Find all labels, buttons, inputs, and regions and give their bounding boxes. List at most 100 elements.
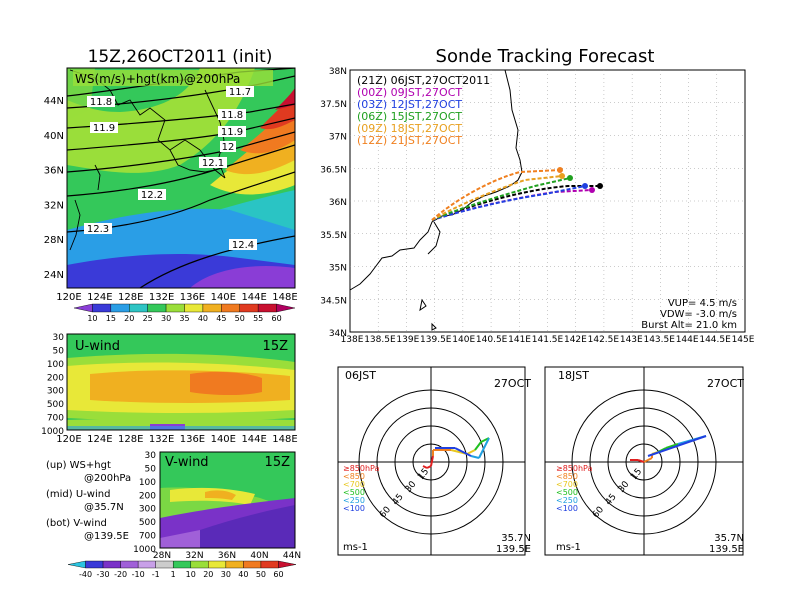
colorbar-swatch	[173, 560, 191, 569]
colorbar-label: 60	[273, 570, 283, 579]
colorbar-swatch	[276, 303, 296, 313]
x-tick-label: 120E	[56, 292, 81, 303]
contour-label-bg	[218, 126, 246, 137]
x-tick-label: 132E	[149, 434, 174, 445]
y-tick-label: 34N	[329, 329, 347, 339]
y-tick-label: 28N	[44, 235, 64, 246]
y-tick-label: 37N	[329, 133, 347, 143]
top-left-map-frame	[66, 67, 296, 289]
x-tick-label: 142.5E	[588, 335, 620, 345]
x-tick-label: 128E	[118, 292, 143, 303]
hodograph-trace	[665, 443, 679, 449]
y-tick-label: 36N	[44, 166, 64, 177]
colorbar-label: 30	[221, 570, 231, 579]
y-tick-label: 36N	[329, 198, 347, 208]
y-tick-label: 100	[139, 478, 156, 488]
x-tick-label: 28N	[153, 551, 171, 561]
contour-label-bg	[90, 122, 118, 133]
colorbar-swatch	[257, 303, 277, 313]
tracking-title: Sonde Tracking Forecast	[436, 46, 655, 67]
contour-label-bg	[229, 239, 257, 250]
hodograph-trace	[454, 447, 472, 457]
colorbar-swatch	[92, 303, 112, 313]
colorbar-label: 15	[106, 314, 116, 323]
hodograph-trace	[430, 455, 434, 467]
legend-note-line2: @139.5E	[84, 531, 129, 542]
colorbar-swatch	[147, 303, 167, 313]
sonde-burst-point	[557, 167, 563, 173]
sonde-track	[431, 175, 563, 221]
y-tick-label: 30	[145, 451, 157, 461]
colorbar-swatch	[260, 560, 279, 569]
level-legend-item: <100	[556, 504, 578, 513]
colorbar-label: 20	[203, 570, 213, 579]
x-tick-label: 144E	[676, 335, 699, 345]
y-tick-label: 200	[139, 491, 156, 501]
y-tick-label: 100	[47, 360, 64, 370]
colorbar-swatch	[225, 560, 244, 569]
colorbar-label: 40	[238, 570, 248, 579]
u-wind-x-ticks: 120E 124E 128E 132E 136E 140E 144E 148E	[56, 434, 297, 445]
y-tick-label: 24N	[44, 270, 64, 281]
legend-note-line2: @35.7N	[84, 502, 124, 513]
level-legend-item: ≥850hPa	[343, 464, 380, 473]
x-tick-label: 144.5E	[699, 335, 731, 345]
legend-note-line1: (up) WS+hgt	[46, 460, 111, 471]
colorbar-swatch	[239, 303, 259, 313]
y-tick-label: 300	[139, 505, 156, 515]
contour-label-bg	[199, 157, 227, 168]
y-tick-label: 35N	[329, 264, 347, 274]
level-legend-item: <850	[556, 472, 578, 481]
colorbar-swatch	[184, 303, 204, 313]
colorbar-label: 10	[87, 314, 97, 323]
v-wind-field	[160, 452, 295, 548]
sonde-burst-point	[589, 187, 595, 193]
x-tick-label: 148E	[272, 434, 297, 445]
bottom-colorbar: -40 -30 -20 -10 -1 1 10 20 30 40 50 60	[67, 560, 297, 579]
tracking-x-ticks: 138E 138.5E 139E 139.5E 140E 140.5E 141E 141.5E…	[341, 335, 755, 345]
contour-label: 11.9	[93, 123, 115, 134]
x-tick-label: 148E	[272, 292, 297, 303]
y-tick-label: 300	[47, 387, 64, 397]
track-legend-item: (12Z) 21JST,27OCT	[357, 134, 462, 147]
x-tick-label: 142E	[564, 335, 587, 345]
u-wind-label: U-wind	[75, 339, 120, 354]
y-tick-label: 37.5N	[320, 100, 347, 110]
u-wind-field	[67, 334, 295, 430]
top-left-title: 15Z,26OCT2011 (init)	[88, 47, 273, 67]
x-tick-label: 124E	[87, 434, 112, 445]
colorbar-label: 60	[271, 314, 281, 323]
colorbar-swatch	[278, 560, 297, 569]
y-tick-label: 200	[47, 373, 64, 383]
contour-label: 12	[222, 142, 235, 153]
colorbar-label: 55	[253, 314, 263, 323]
level-legend-item: <250	[556, 496, 578, 505]
colorbar-label: 10	[186, 570, 196, 579]
hodograph-lon: 139.5E	[496, 544, 531, 555]
colorbar-swatch	[137, 560, 156, 569]
colorbar-label: 25	[143, 314, 153, 323]
u-wind-frame	[66, 333, 296, 431]
hodograph-trace	[637, 459, 645, 463]
x-tick-label: 138.5E	[364, 335, 396, 345]
y-tick-label: 1000	[133, 545, 156, 555]
track-param: VUP= 4.5 m/s	[668, 298, 737, 309]
colorbar-label: 50	[256, 570, 266, 579]
colorbar-swatch	[102, 560, 121, 569]
x-tick-label: 143.5E	[643, 335, 675, 345]
sonde-tracks	[431, 167, 603, 221]
colorbar-swatch	[208, 560, 227, 569]
level-legend-item: ≥850hPa	[556, 464, 593, 473]
colorbar-swatch	[129, 303, 148, 313]
hodograph-left-labels: 1530456006JST27OCT35.7N139.5Ems-1≥850hPa…	[343, 369, 531, 555]
colorbar-label: -1	[152, 570, 160, 579]
colorbar-label: 40	[198, 314, 208, 323]
x-tick-label: 141.5E	[532, 335, 564, 345]
level-legend-item: <700	[343, 480, 365, 489]
x-tick-label: 128E	[118, 434, 143, 445]
track-param: Burst Alt= 21.0 km	[641, 320, 737, 331]
v-wind-time: 15Z	[265, 455, 291, 470]
x-tick-label: 139.5E	[420, 335, 452, 345]
legend-note-line2: @200hPa	[84, 473, 131, 484]
